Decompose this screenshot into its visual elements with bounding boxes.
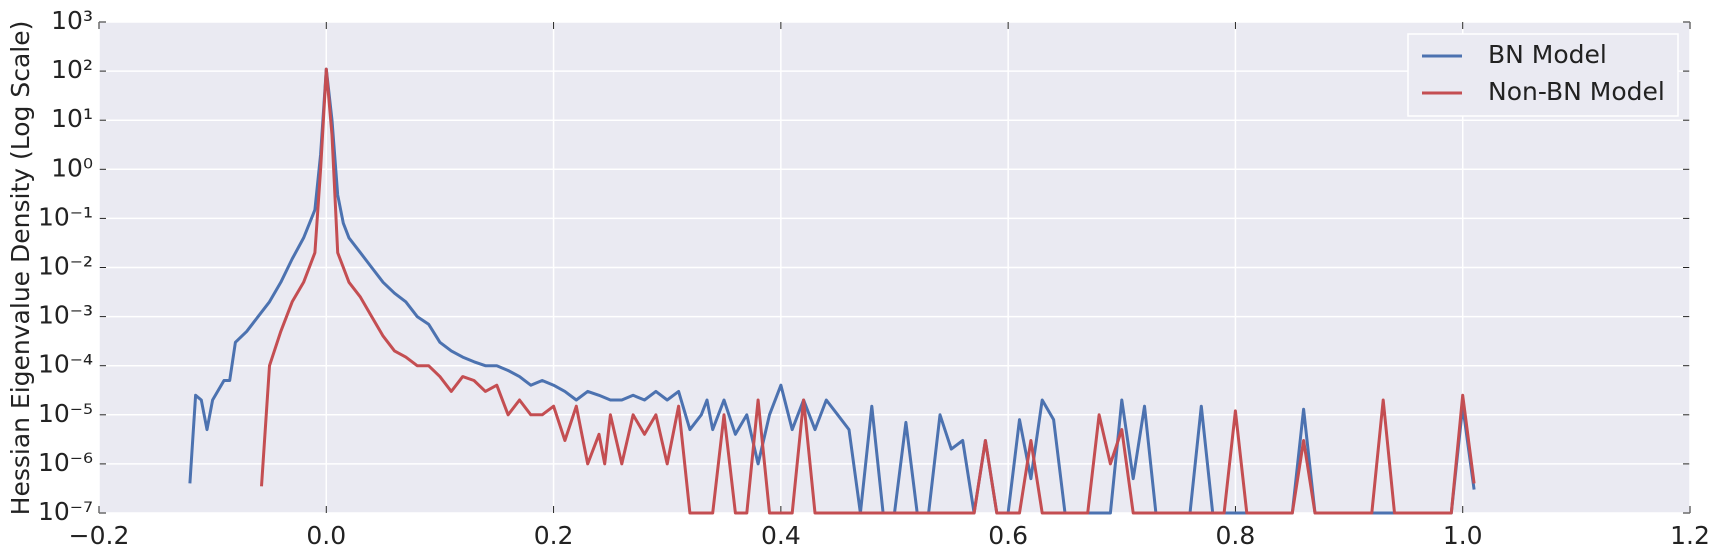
data-line [260, 67, 1476, 515]
y-tick-label: 10⁻⁷ [38, 497, 93, 526]
x-tick-label: −0.2 [69, 521, 130, 550]
legend-label: BN Model [1488, 40, 1607, 69]
y-tick-label: 10⁻¹ [38, 202, 93, 231]
y-tick-label: 10¹ [51, 104, 93, 133]
x-tick-label: 0.2 [534, 521, 574, 550]
x-tick-label: 0.8 [1216, 521, 1256, 550]
y-tick-label: 10⁻³ [38, 301, 93, 330]
y-tick-label: 10⁻⁴ [38, 350, 93, 379]
legend: BN Model Non-BN Model [1407, 33, 1679, 117]
y-tick-label: 10⁻⁵ [38, 399, 93, 428]
y-tick-label: 10³ [51, 6, 93, 35]
x-tick-label: 1.0 [1443, 521, 1483, 550]
x-tick-label: 0.0 [306, 521, 346, 550]
y-axis-label: Hessian Eigenvalue Density (Log Scale) [6, 21, 35, 516]
x-tick-label: 1.2 [1670, 521, 1710, 550]
legend-label: Non-BN Model [1488, 77, 1665, 106]
y-tick-label: 10⁻² [38, 252, 93, 281]
y-tick-label: 10² [51, 55, 93, 84]
y-tick-label: 10⁰ [51, 153, 93, 182]
x-tick-label: 0.4 [761, 521, 801, 550]
legend-box [1407, 33, 1679, 117]
y-tick-label: 10⁻⁶ [38, 448, 93, 477]
x-tick-label: 0.6 [988, 521, 1028, 550]
